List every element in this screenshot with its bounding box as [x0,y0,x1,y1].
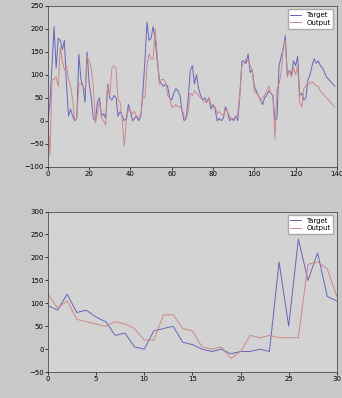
Output [46,292,50,297]
Target [210,349,214,354]
Target [190,63,194,68]
Output [170,105,174,109]
Output [181,326,185,331]
Legend: Target, Output: Target, Output [288,215,333,234]
Line: Target: Target [48,22,335,121]
Target [258,347,262,351]
Target [113,333,117,338]
Target [142,347,146,351]
Target [97,96,102,100]
Output [296,336,300,340]
Target [55,308,60,312]
Target [123,331,127,336]
Target [306,278,310,283]
Output [287,336,291,340]
Target [132,345,136,349]
Output [161,312,166,317]
Output [325,267,329,271]
Output [152,338,156,342]
Output [75,317,79,322]
Output [258,336,262,340]
Target [152,328,156,333]
Output [229,356,233,361]
Target [171,324,175,329]
Target [296,237,300,242]
Target [335,298,339,303]
Output [46,118,50,123]
Output [248,333,252,338]
Line: Output: Output [48,262,337,358]
Output [77,82,81,86]
Output [333,105,337,109]
Target [238,349,242,354]
Output [238,349,242,354]
Output [171,312,175,317]
Target [219,347,223,351]
Target [190,342,194,347]
Target [84,308,89,312]
Output [210,347,214,351]
Target [229,351,233,356]
Target [94,315,98,320]
Target [248,349,252,354]
Output [58,45,62,50]
Target [75,310,79,315]
Output [113,319,117,324]
Target [316,250,320,255]
Output [190,328,194,333]
Output [132,326,136,331]
Target [65,292,69,297]
Output [316,259,320,264]
Target [104,319,108,324]
Target [75,116,79,121]
Target [145,20,149,24]
Target [161,326,166,331]
Legend: Target, Output: Target, Output [288,10,333,29]
Line: Output: Output [48,29,335,155]
Line: Target: Target [48,239,337,354]
Output [335,294,339,299]
Output [267,333,272,338]
Output [219,345,223,349]
Output [55,306,60,310]
Target [46,303,50,308]
Output [94,322,98,326]
Target [333,84,337,89]
Target [181,340,185,345]
Output [123,322,127,326]
Output [84,319,89,324]
Target [46,118,50,123]
Output [277,336,281,340]
Target [62,38,66,43]
Target [200,347,204,351]
Output [104,324,108,329]
Target [277,259,281,264]
Output [153,27,157,31]
Target [287,324,291,329]
Target [267,349,272,354]
Target [56,36,60,41]
Output [306,262,310,267]
Output [142,338,146,342]
Output [48,153,52,158]
Output [64,63,68,68]
Target [331,82,335,86]
Output [200,345,204,349]
Output [100,116,104,121]
Output [193,88,197,93]
Target [325,294,329,299]
Output [65,298,69,303]
